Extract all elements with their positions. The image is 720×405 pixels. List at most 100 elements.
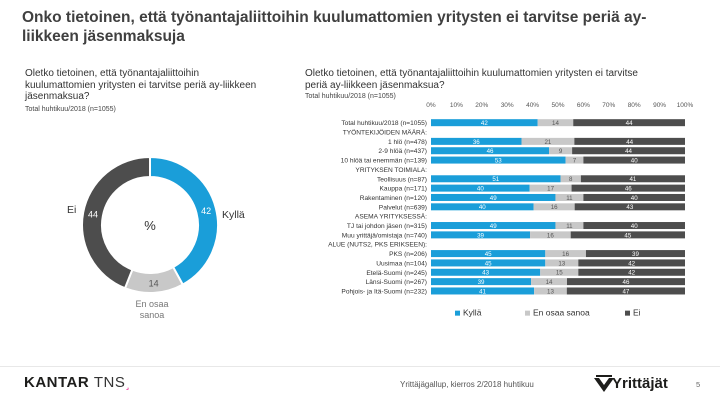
bar-segment xyxy=(431,119,538,127)
page-number: 5 xyxy=(696,380,701,389)
donut-value-label: 42 xyxy=(201,206,211,216)
x-tick-label: 90% xyxy=(653,102,666,109)
bar-segment xyxy=(521,137,575,145)
bar-value-label: 45 xyxy=(624,232,631,239)
bar-segment xyxy=(545,259,579,267)
bar-segment xyxy=(431,250,546,258)
bar-value-label: 44 xyxy=(625,148,632,155)
bar-segment xyxy=(583,156,685,164)
stacked-bar-chart: 0% 10% 20% 30% 40% 50% 60% 70% 80% 90% 100% Total h… xyxy=(328,102,694,318)
donut-category-label: En osaa xyxy=(135,299,168,309)
bar-value-label: 11 xyxy=(566,223,573,230)
x-tick-label: 0% xyxy=(426,102,436,109)
row-group-header: ASEMA YRITYKSESSÄ: xyxy=(355,213,427,221)
legend-swatch xyxy=(455,310,460,316)
bar-value-label: 49 xyxy=(490,223,497,230)
bar-segment xyxy=(534,287,567,295)
bar-segment xyxy=(560,175,581,183)
row-label: Palvelut (n=639) xyxy=(379,204,427,211)
bar-value-label: 46 xyxy=(623,279,630,286)
bar-value-label: 16 xyxy=(547,232,554,239)
bar-segment xyxy=(431,222,556,230)
x-tick-label: 20% xyxy=(475,102,488,109)
bar-segment xyxy=(531,278,567,286)
x-tick-label: 100% xyxy=(677,102,694,109)
bar-segment xyxy=(583,193,685,201)
left-base-note: Total huhtikuu/2018 (n=1055) xyxy=(25,106,116,113)
legend-swatch xyxy=(625,310,630,316)
x-tick-label: 60% xyxy=(577,102,590,109)
donut-category-label: Kyllä xyxy=(222,209,245,221)
x-tick-label: 40% xyxy=(526,102,539,109)
bar-segment xyxy=(530,231,571,239)
bar-value-label: 44 xyxy=(626,120,633,127)
bar-segment xyxy=(570,231,685,239)
bar-segment xyxy=(431,259,546,267)
bar-segment xyxy=(555,222,584,230)
bar-value-label: 43 xyxy=(626,204,633,211)
donut-slice xyxy=(81,155,151,290)
row-label: Kauppa (n=171) xyxy=(380,186,427,193)
bar-value-label: 51 xyxy=(492,176,499,183)
bar-value-label: 40 xyxy=(479,204,486,211)
donut-value-label: 44 xyxy=(88,210,98,220)
bar-segment xyxy=(578,268,685,276)
x-tick-label: 50% xyxy=(551,102,564,109)
bar-value-label: 43 xyxy=(482,270,489,277)
bar-segment xyxy=(571,184,685,192)
bar-segment xyxy=(540,268,579,276)
bar-value-label: 40 xyxy=(631,195,638,202)
legend-label: Ei xyxy=(633,308,641,318)
bar-value-label: 49 xyxy=(490,195,497,202)
row-label: Pohjois- ja Itä-Suomi (n=232) xyxy=(341,288,427,295)
bar-value-label: 45 xyxy=(485,251,492,258)
bar-value-label: 44 xyxy=(626,139,633,146)
bar-segment xyxy=(555,193,584,201)
bar-value-label: 39 xyxy=(477,232,484,239)
bar-segment xyxy=(585,250,685,258)
bar-value-label: 40 xyxy=(631,157,638,164)
bar-segment xyxy=(583,222,685,230)
bar-value-label: 42 xyxy=(481,120,488,127)
bar-segment xyxy=(431,137,522,145)
bar-segment xyxy=(431,175,561,183)
legend-label: En osaa sanoa xyxy=(533,308,590,318)
row-label: Etelä-Suomi (n=245) xyxy=(366,270,427,277)
kantar-tns-logo: KANTAR TNS˼ xyxy=(24,374,130,391)
row-label: Länsi-Suomi (n=267) xyxy=(366,279,427,286)
x-tick-label: 30% xyxy=(501,102,514,109)
bar-segment xyxy=(537,119,574,127)
bar-value-label: 39 xyxy=(478,279,485,286)
legend-label: Kyllä xyxy=(463,308,482,318)
bar-value-label: 15 xyxy=(556,270,563,277)
row-label: Teollisuus (n=87) xyxy=(377,176,427,183)
bar-segment xyxy=(566,287,685,295)
bar-segment xyxy=(574,137,685,145)
x-tick-label: 80% xyxy=(628,102,641,109)
bar-value-label: 41 xyxy=(629,176,636,183)
right-base-note: Total huhtikuu/2018 (n=1055) xyxy=(305,93,396,100)
bar-value-label: 17 xyxy=(547,186,554,193)
donut-category-label: sanoa xyxy=(140,310,165,320)
yrittajat-logo-icon xyxy=(594,375,614,392)
row-label: 10 hlöä tai enemmän (n=139) xyxy=(341,158,427,165)
row-label: 1 hlö (n=478) xyxy=(388,139,427,146)
bar-value-label: 46 xyxy=(487,148,494,155)
bar-value-label: 47 xyxy=(622,288,629,295)
bar-segment xyxy=(529,184,572,192)
footer-survey-text: Yrittäjägallup, kierros 2/2018 huhtikuu xyxy=(400,380,534,389)
left-question: Oletko tietoinen, että työnantajaliittoi… xyxy=(25,68,257,102)
bar-segment xyxy=(431,268,541,276)
page-title: Onko tietoinen, että työnantajaliittoihi… xyxy=(22,9,647,45)
bar-value-label: 21 xyxy=(544,139,551,146)
bar-value-label: 14 xyxy=(546,279,553,286)
row-label: TJ tai johdon jäsen (n=315) xyxy=(347,223,427,230)
bar-value-label: 42 xyxy=(628,270,635,277)
donut-center-label: % xyxy=(144,218,156,233)
bar-segment xyxy=(566,278,685,286)
bar-value-label: 53 xyxy=(495,157,502,164)
bar-value-label: 16 xyxy=(562,251,569,258)
bar-segment xyxy=(549,147,573,155)
row-label: Rakentaminen (n=120) xyxy=(360,195,427,202)
